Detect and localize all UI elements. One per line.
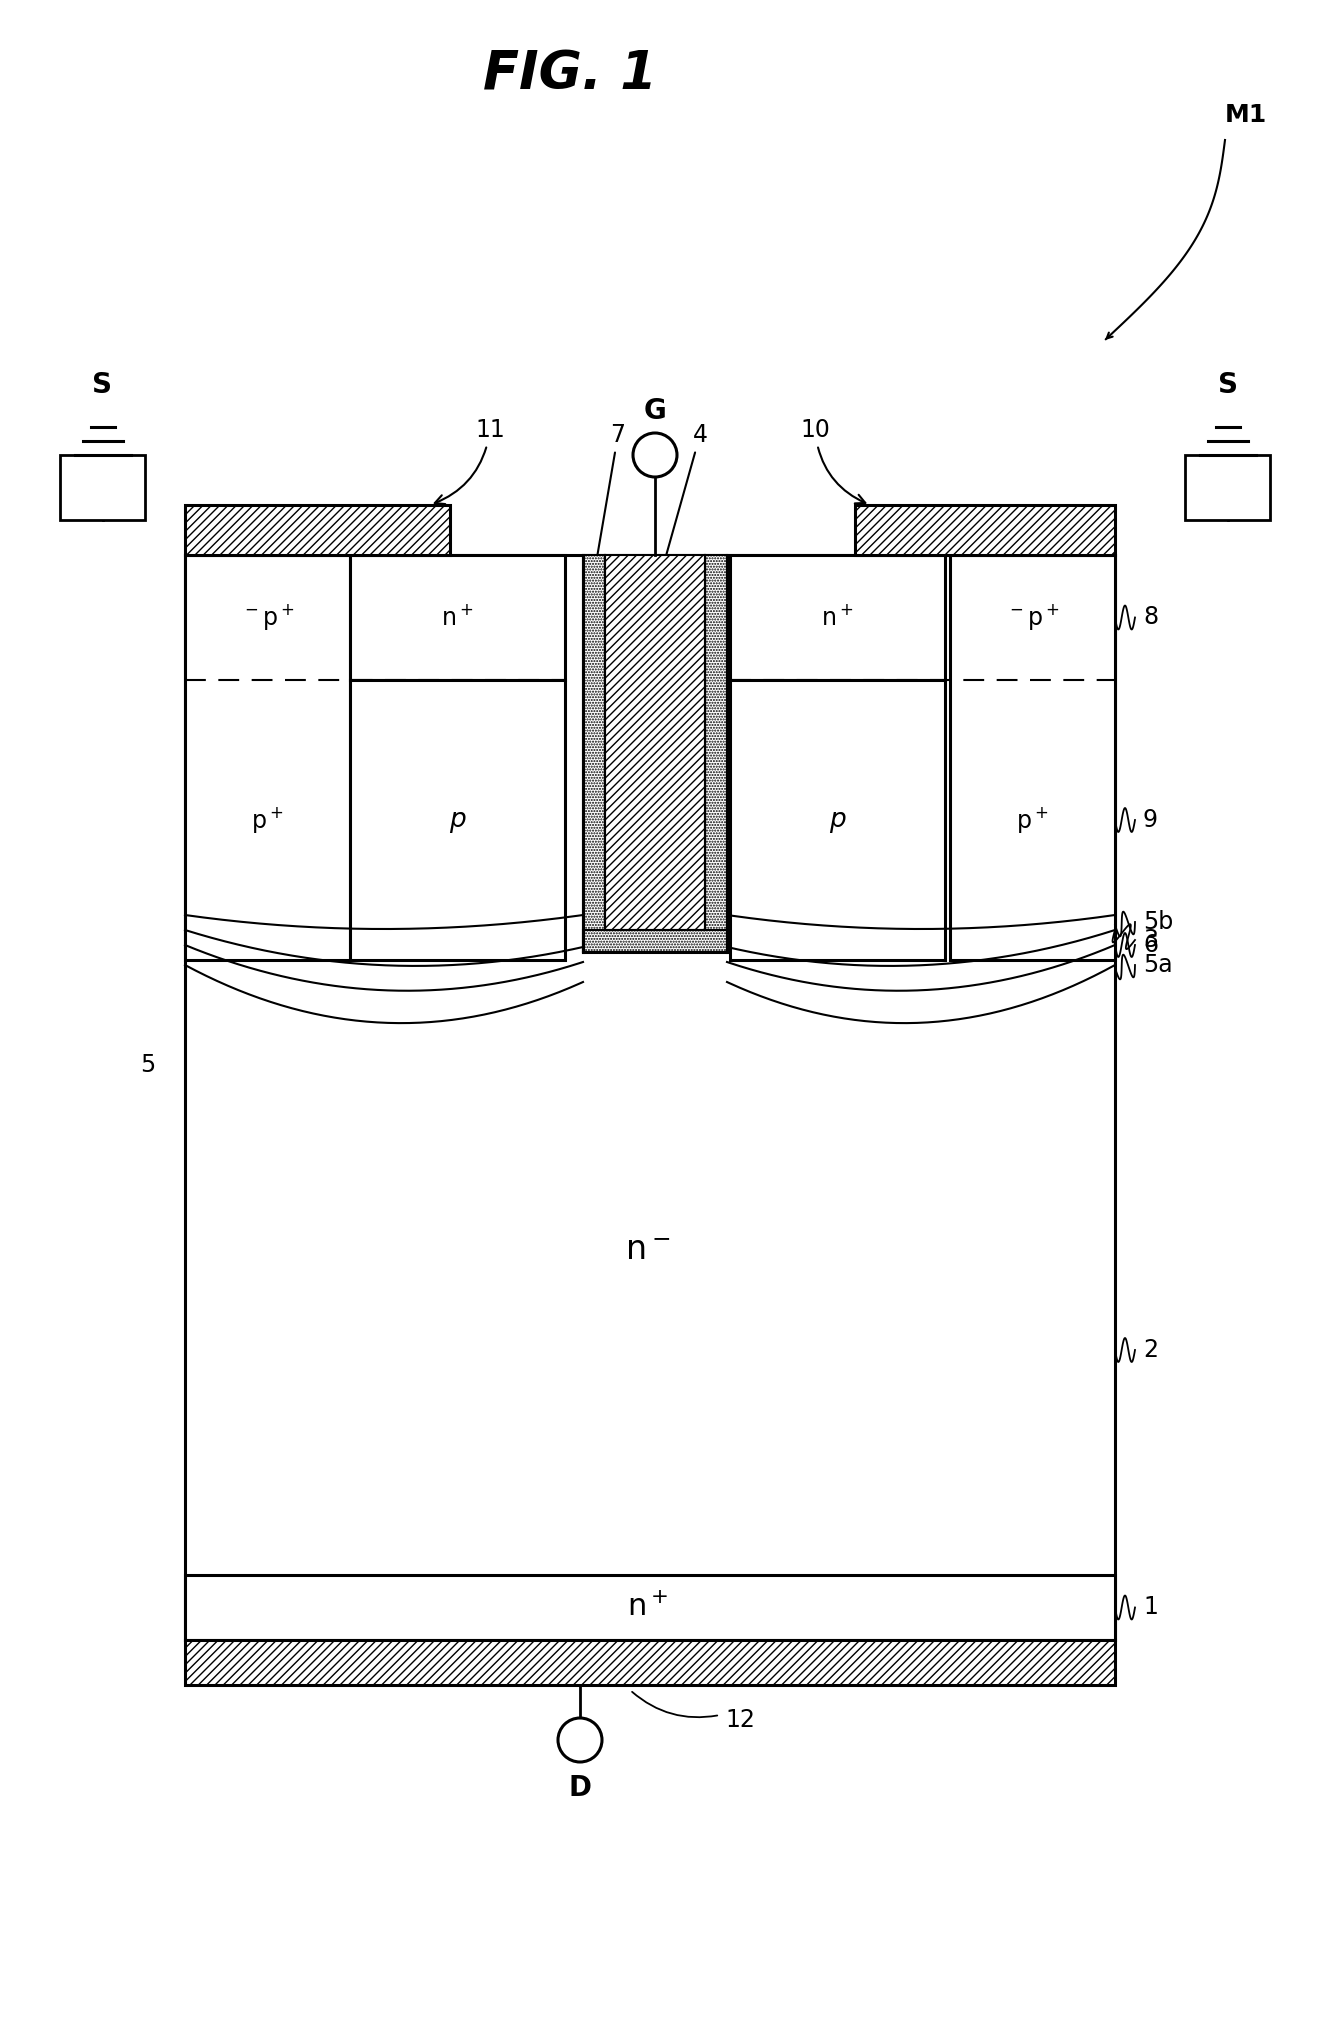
Bar [186, 556, 350, 959]
Bar [854, 505, 1115, 556]
Circle shape [558, 1717, 602, 1761]
Text: M1: M1 [1226, 103, 1267, 127]
Text: G: G [643, 398, 666, 424]
Bar [186, 1576, 1115, 1640]
Text: $^-$p$^+$: $^-$p$^+$ [1005, 602, 1060, 632]
Text: S: S [1218, 372, 1238, 400]
Bar [705, 556, 728, 951]
Text: D: D [569, 1774, 591, 1802]
Text: n$^-$: n$^-$ [625, 1234, 670, 1267]
Text: 7: 7 [591, 422, 626, 570]
Bar [1185, 454, 1270, 519]
Text: FIG. 1: FIG. 1 [483, 48, 657, 101]
Text: p$^+$: p$^+$ [1016, 806, 1049, 834]
Text: p: p [449, 808, 466, 832]
Text: 6: 6 [1143, 933, 1157, 957]
Bar [186, 1640, 1115, 1685]
Text: p$^+$: p$^+$ [251, 806, 284, 834]
Text: 12: 12 [725, 1709, 754, 1731]
Bar [583, 929, 728, 951]
Bar [730, 681, 945, 960]
Bar [951, 556, 1115, 959]
Bar [350, 556, 565, 681]
Text: 9: 9 [1143, 808, 1157, 832]
Bar [350, 681, 565, 960]
Text: 4: 4 [654, 422, 708, 590]
Bar [186, 556, 1115, 1640]
Text: n$^+$: n$^+$ [441, 606, 474, 630]
Text: 5: 5 [140, 1052, 156, 1077]
Text: n$^+$: n$^+$ [821, 606, 854, 630]
Text: n$^+$: n$^+$ [627, 1594, 669, 1622]
Text: 5a: 5a [1143, 953, 1172, 978]
Text: 3: 3 [1143, 927, 1157, 951]
Bar [60, 454, 146, 519]
Text: 2: 2 [1143, 1337, 1157, 1361]
Text: 8: 8 [1143, 606, 1159, 630]
Text: 11: 11 [435, 418, 505, 505]
Circle shape [633, 432, 677, 477]
Text: 1: 1 [1143, 1596, 1157, 1620]
Text: p: p [829, 808, 846, 832]
Bar [186, 505, 450, 556]
Bar [605, 556, 705, 929]
Text: 5b: 5b [1143, 909, 1173, 933]
Text: S: S [92, 372, 112, 400]
Bar [583, 556, 605, 951]
Text: $^-$p$^+$: $^-$p$^+$ [240, 602, 295, 632]
Text: 10: 10 [800, 418, 865, 503]
Bar [730, 556, 945, 681]
